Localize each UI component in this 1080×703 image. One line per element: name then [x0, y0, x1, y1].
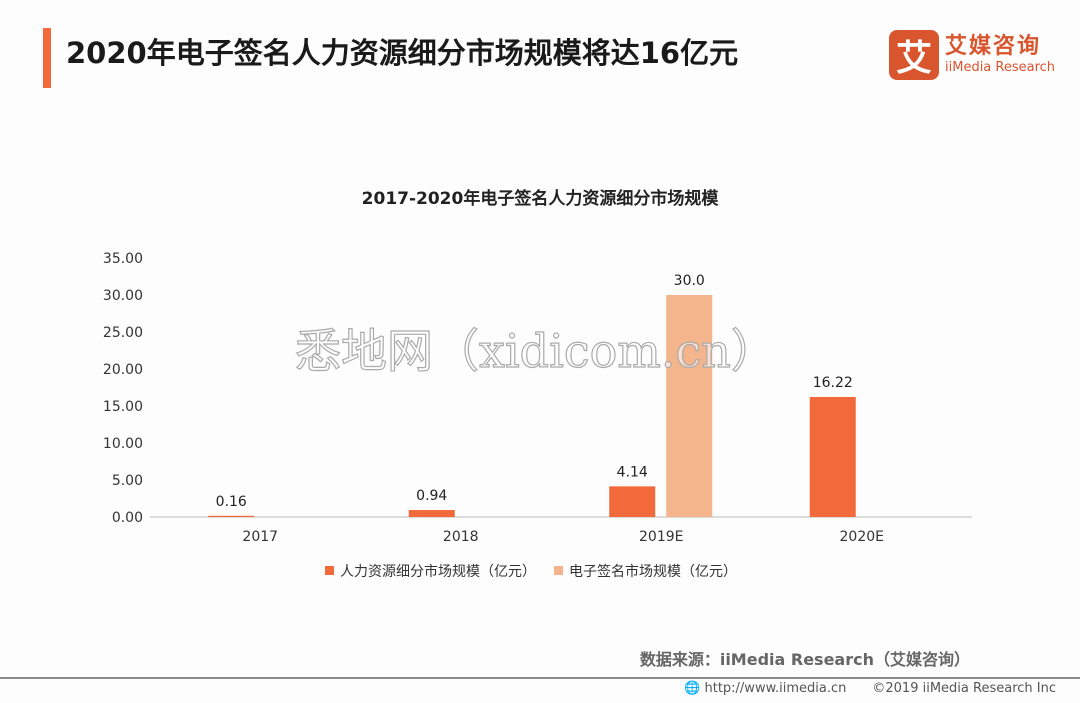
footer: 🌐 http://www.iimedia.cn ©2019 iiMedia Re…	[684, 681, 1056, 696]
data-label: 4.14	[617, 464, 648, 480]
globe-icon: 🌐	[684, 681, 701, 696]
footer-divider	[0, 677, 1080, 679]
bar	[408, 510, 455, 517]
logo-en: iiMedia Research	[945, 60, 1056, 75]
bar	[208, 515, 255, 517]
y-tick-label: 10.00	[103, 436, 143, 452]
url-text: http://www.iimedia.cn	[704, 681, 847, 696]
y-tick-label: 15.00	[103, 399, 143, 415]
x-tick-label: 2019E	[639, 529, 683, 545]
data-source: 数据来源：iiMedia Research（艾媒咨询）	[639, 650, 970, 669]
legend-label: 人力资源细分市场规模（亿元）	[340, 563, 536, 580]
x-tick-label: 2020E	[840, 529, 884, 545]
logo-mark: 艾	[889, 30, 939, 80]
x-tick-label: 2017	[242, 529, 278, 545]
copyright: ©2019 iiMedia Research Inc	[872, 681, 1056, 696]
bar	[609, 486, 656, 517]
y-tick-label: 5.00	[112, 473, 143, 489]
data-label: 16.22	[813, 375, 853, 391]
logo-cn: 艾媒咨询	[945, 34, 1042, 59]
chart-title: 2017-2020年电子签名人力资源细分市场规模	[362, 188, 720, 209]
x-tick-label: 2018	[443, 529, 479, 545]
y-tick-label: 20.00	[103, 362, 143, 378]
y-tick-label: 25.00	[103, 325, 143, 341]
watermark: 悉地网（xidicom.cn）	[294, 323, 777, 378]
page-title: 2020年电子签名人力资源细分市场规模将达16亿元	[66, 36, 739, 70]
title-accent-bar	[43, 28, 51, 88]
legend-swatch	[325, 566, 334, 575]
bar	[809, 396, 856, 517]
legend-label: 电子签名市场规模（亿元）	[569, 563, 737, 580]
data-label: 30.0	[674, 273, 705, 289]
bar	[666, 295, 713, 517]
y-tick-label: 35.00	[103, 251, 143, 267]
logo: 艾 艾媒咨询 iiMedia Research	[889, 30, 1055, 80]
data-label: 0.94	[416, 488, 447, 504]
data-label: 0.16	[216, 494, 247, 510]
footer-url[interactable]: 🌐 http://www.iimedia.cn	[684, 681, 846, 696]
y-tick-label: 0.00	[112, 510, 143, 526]
y-tick-label: 30.00	[103, 288, 143, 304]
legend-swatch	[554, 566, 563, 575]
